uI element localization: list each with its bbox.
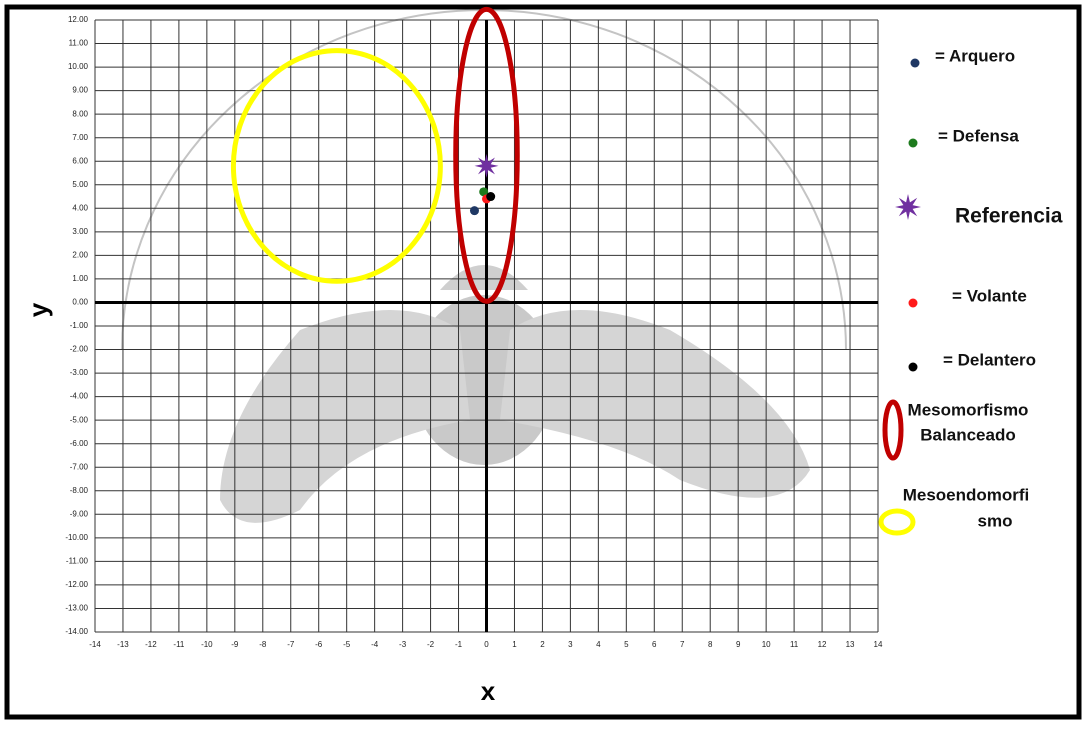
y-tick-label: -4.00 (70, 392, 89, 401)
point (486, 192, 495, 201)
x-tick-label: 10 (762, 640, 771, 649)
x-tick-label: -13 (117, 640, 129, 649)
y-tick-label: -5.00 (70, 415, 89, 424)
y-axis-label: y (23, 302, 53, 317)
x-tick-label: -9 (231, 640, 239, 649)
legend-label: = Arquero (935, 46, 1015, 65)
x-tick-label: -1 (455, 640, 463, 649)
y-tick-label: -10.00 (65, 533, 88, 542)
y-tick-label: 6.00 (72, 156, 88, 165)
x-tick-label: -12 (145, 640, 157, 649)
x-tick-label: 14 (874, 640, 883, 649)
y-tick-label: -6.00 (70, 439, 89, 448)
y-tick-label: 9.00 (72, 86, 88, 95)
x-tick-label: 3 (568, 640, 573, 649)
y-tick-label: 1.00 (72, 274, 88, 283)
y-tick-label: 8.00 (72, 109, 88, 118)
point (470, 206, 479, 215)
x-tick-label: 13 (846, 640, 855, 649)
y-tick-label: -2.00 (70, 345, 89, 354)
x-tick-label: -3 (399, 640, 407, 649)
y-tick-label: 11.00 (69, 39, 89, 48)
x-tick-label: 5 (624, 640, 629, 649)
legend-label: smo (978, 511, 1013, 530)
y-tick-label: -12.00 (65, 580, 88, 589)
legend-label: = Volante (952, 286, 1027, 305)
y-tick-label: -14.00 (65, 627, 88, 636)
y-tick-label: -8.00 (70, 486, 89, 495)
y-tick-label: 4.00 (72, 203, 88, 212)
y-tick-label: 2.00 (72, 250, 88, 259)
x-tick-label: -10 (201, 640, 213, 649)
legend-marker (909, 139, 918, 148)
x-tick-label: 11 (790, 640, 799, 649)
y-tick-label: -13.00 (65, 604, 88, 613)
legend-label: Mesoendomorfi (903, 485, 1030, 504)
legend-label: = Defensa (938, 126, 1019, 145)
x-tick-label: 12 (818, 640, 827, 649)
x-tick-label: -5 (343, 640, 351, 649)
x-axis-label: x (481, 676, 496, 706)
legend-label: = Delantero (943, 350, 1036, 369)
legend-marker (909, 299, 918, 308)
legend-marker (909, 363, 918, 372)
y-tick-label: -7.00 (70, 462, 89, 471)
y-tick-label: 3.00 (72, 227, 88, 236)
y-tick-label: 5.00 (72, 180, 88, 189)
y-tick-label: -9.00 (70, 509, 89, 518)
legend-marker (911, 59, 920, 68)
y-tick-label: 0.00 (72, 298, 88, 307)
x-tick-label: -2 (427, 640, 435, 649)
y-tick-label: -11.00 (66, 556, 89, 565)
page: {"chart_data": {"type": "scatter", "x_la… (0, 0, 1086, 724)
x-tick-label: -7 (287, 640, 295, 649)
legend-label: Referencia (955, 205, 1063, 228)
legend-label: Mesomorfismo (908, 400, 1029, 419)
x-tick-label: 4 (596, 640, 601, 649)
x-tick-label: 7 (680, 640, 685, 649)
x-tick-label: 9 (736, 640, 741, 649)
x-tick-label: 2 (540, 640, 545, 649)
y-tick-label: 10.00 (68, 62, 89, 71)
x-tick-label: 0 (484, 640, 489, 649)
x-tick-label: 1 (512, 640, 517, 649)
x-tick-label: -8 (259, 640, 267, 649)
x-tick-label: -4 (371, 640, 379, 649)
legend-marker (895, 194, 921, 220)
y-tick-label: -1.00 (70, 321, 89, 330)
chart: x y -14-13-12-11-10-9-8-7-6-5-4-3-2-1012… (0, 0, 1086, 724)
x-tick-label: -6 (315, 640, 323, 649)
y-tick-label: -3.00 (70, 368, 89, 377)
y-tick-label: 7.00 (72, 133, 88, 142)
x-tick-label: -14 (89, 640, 101, 649)
legend-label: Balanceado (920, 425, 1015, 444)
y-tick-label: 12.00 (68, 15, 89, 24)
x-tick-label: 6 (652, 640, 657, 649)
x-tick-label: -11 (173, 640, 185, 649)
x-tick-label: 8 (708, 640, 713, 649)
